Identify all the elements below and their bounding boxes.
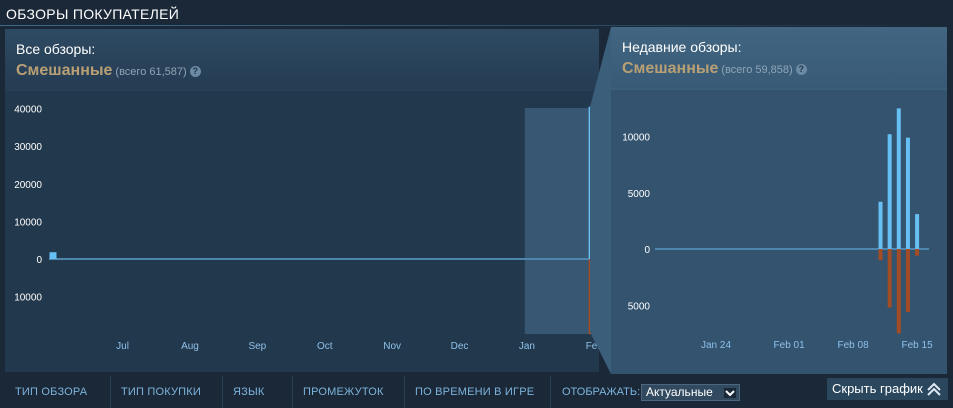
display-select-value: Актуальные bbox=[646, 385, 713, 399]
all-reviews-chart[interactable]: 40000 30000 20000 10000 0 10000 Jul Aug Sep Oct No… bbox=[5, 91, 599, 372]
all-reviews-header: Все обзоры: Смешанные (всего 61,587)? bbox=[5, 29, 599, 90]
section-title: ОБЗОРЫ ПОКУПАТЕЛЕЙ bbox=[0, 0, 953, 27]
positive-bar bbox=[896, 108, 901, 249]
all-reviews-panel: Все обзоры: Смешанные (всего 61,587)? 400… bbox=[5, 29, 599, 372]
x-tick-label: Feb 08 bbox=[838, 340, 870, 351]
recent-reviews-label: Недавние обзоры: bbox=[622, 39, 742, 55]
recent-reviews-chart[interactable]: 10000 5000 0 5000 Jan 24 Feb 01 Feb 08 Feb 15 bbox=[611, 90, 947, 374]
x-tick-label: Nov bbox=[383, 341, 401, 352]
all-reviews-plot[interactable]: 40000 30000 20000 10000 0 10000 Jul Aug Sep Oct No… bbox=[5, 91, 599, 372]
y-tick-label: 10000 bbox=[14, 293, 42, 304]
positive-bar bbox=[878, 201, 883, 249]
positive-bar bbox=[905, 137, 910, 249]
all-reviews-summary: Смешанные (всего 61,587)? bbox=[16, 62, 201, 80]
x-tick-label: Jul bbox=[116, 341, 129, 352]
x-tick-label: Aug bbox=[181, 341, 199, 352]
positive-bar bbox=[887, 134, 892, 249]
filter-playtime-label: ПО ВРЕМЕНИ В ИГРЕ bbox=[415, 386, 535, 398]
recent-reviews-total: (всего 59,858) bbox=[721, 64, 793, 76]
x-tick-label: Jan 24 bbox=[701, 340, 731, 351]
x-tick-label: Jan bbox=[519, 341, 535, 352]
y-tick-label: 20000 bbox=[14, 180, 42, 191]
all-reviews-rating[interactable]: Смешанные bbox=[16, 62, 113, 79]
positive-bar bbox=[915, 214, 920, 249]
x-tick-label: Oct bbox=[317, 341, 333, 352]
all-reviews-label: Все обзоры: bbox=[16, 41, 96, 57]
filter-review-type-label: ТИП ОБЗОРА bbox=[15, 386, 88, 398]
recent-reviews-plot[interactable]: 10000 5000 0 5000 Jan 24 Feb 01 Feb 08 Feb 15 bbox=[611, 90, 947, 374]
hide-graph-button[interactable]: Скрыть график bbox=[827, 378, 948, 400]
double-chevron-up-icon bbox=[927, 382, 941, 396]
hide-graph-label: Скрыть график bbox=[832, 381, 923, 396]
positive-bar bbox=[49, 252, 57, 259]
recent-reviews-header: Недавние обзоры: Смешанные (всего 59,858)… bbox=[611, 27, 947, 88]
y-tick-label: 0 bbox=[644, 245, 650, 256]
negative-bar bbox=[878, 249, 883, 261]
y-tick-label: 10000 bbox=[14, 217, 42, 228]
chevron-down-icon bbox=[724, 388, 736, 398]
y-tick-label: 5000 bbox=[628, 301, 651, 312]
help-icon[interactable]: ? bbox=[795, 64, 807, 75]
display-label: ОТОБРАЖАТЬ: bbox=[562, 386, 641, 398]
filter-language-label: ЯЗЫК bbox=[233, 386, 265, 398]
filter-period[interactable]: ПРОМЕЖУТОК bbox=[293, 376, 405, 408]
filter-playtime[interactable]: ПО ВРЕМЕНИ В ИГРЕ bbox=[405, 376, 551, 408]
recent-reviews-panel: Недавние обзоры: Смешанные (всего 59,858)… bbox=[611, 27, 947, 374]
highlight-range bbox=[524, 108, 592, 334]
negative-bar bbox=[896, 249, 901, 334]
filter-purchase-type-label: ТИП ПОКУПКИ bbox=[121, 386, 201, 398]
x-tick-label: Feb 01 bbox=[774, 340, 806, 351]
filter-review-type[interactable]: ТИП ОБЗОРА bbox=[5, 376, 111, 408]
y-tick-label: 0 bbox=[36, 255, 42, 266]
help-icon[interactable]: ? bbox=[189, 66, 201, 77]
filter-period-label: ПРОМЕЖУТОК bbox=[303, 386, 384, 398]
negative-bar bbox=[915, 249, 920, 256]
x-tick-label: Feb 15 bbox=[902, 340, 934, 351]
y-tick-label: 40000 bbox=[14, 105, 42, 116]
x-tick-label: Dec bbox=[451, 341, 469, 352]
negative-bar bbox=[905, 249, 910, 312]
recent-reviews-rating[interactable]: Смешанные bbox=[622, 60, 719, 77]
y-tick-label: 5000 bbox=[628, 189, 651, 200]
review-filters-toolbar: ТИП ОБЗОРА ТИП ПОКУПКИ ЯЗЫК ПРОМЕЖУТОК П… bbox=[5, 376, 948, 408]
display-select[interactable]: Актуальные bbox=[641, 384, 740, 401]
y-tick-label: 10000 bbox=[622, 133, 650, 144]
x-tick-label: Feb bbox=[586, 341, 599, 352]
zoom-connector bbox=[590, 27, 614, 374]
x-tick-label: Sep bbox=[248, 341, 266, 352]
negative-bar bbox=[887, 249, 892, 308]
all-reviews-total: (всего 61,587) bbox=[115, 66, 187, 78]
filter-language[interactable]: ЯЗЫК bbox=[223, 376, 293, 408]
filter-purchase-type[interactable]: ТИП ПОКУПКИ bbox=[111, 376, 223, 408]
recent-reviews-summary: Смешанные (всего 59,858)? bbox=[622, 60, 807, 78]
y-tick-label: 30000 bbox=[14, 142, 42, 153]
